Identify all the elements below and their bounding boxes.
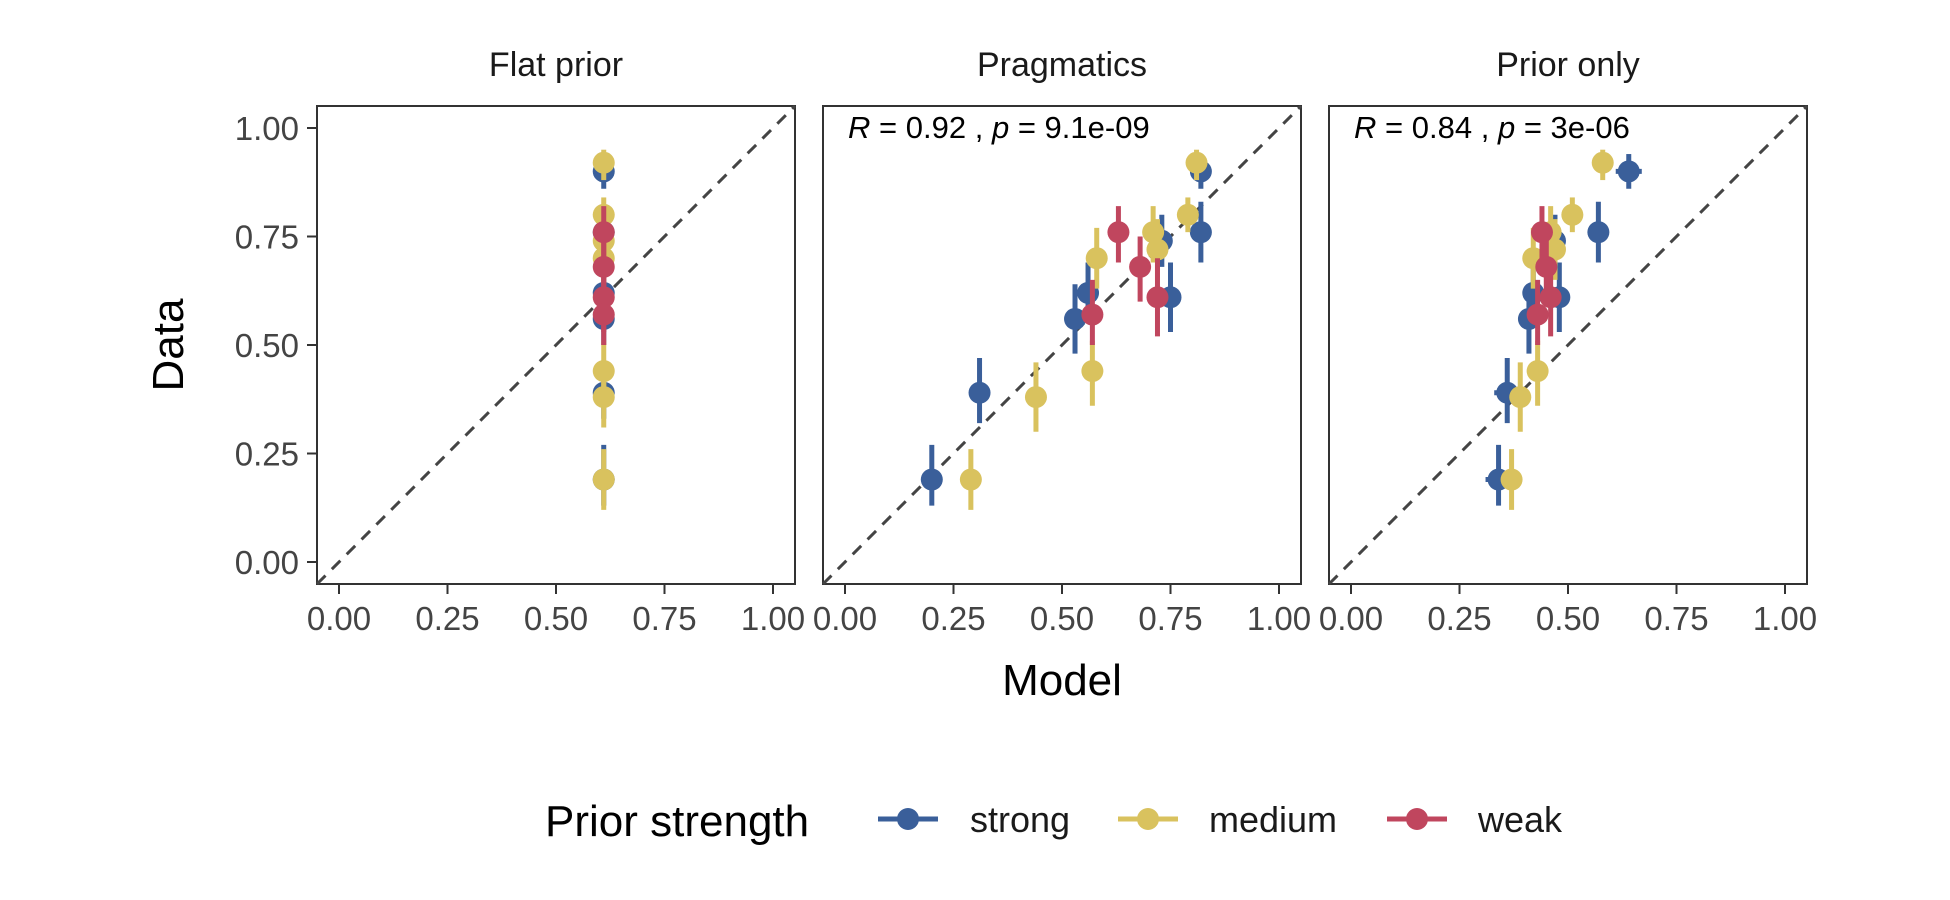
data-point-medium [1500,468,1523,491]
legend-key-point-medium [1137,808,1159,830]
r-value: 0.92 [906,110,966,145]
data-point-medium [1543,238,1566,261]
legend: Prior strength strong medium weak [545,797,1563,846]
x-tick-label-pragmatics: 1.00 [1247,600,1311,637]
x-tick-label-prior-only: 0.25 [1427,600,1491,637]
data-point-medium [959,468,982,491]
data-point-strong [1189,221,1212,244]
space [1489,110,1498,145]
x-tick-label-flat-prior: 0.00 [307,600,371,637]
legend-title: Prior strength [545,797,809,846]
data-point-weak [1081,303,1104,326]
data-point-weak [1535,255,1558,278]
y-tick-label: 0.25 [235,436,299,473]
x-tick-label-prior-only: 0.00 [1319,600,1383,637]
x-tick-label-flat-prior: 0.25 [415,600,479,637]
facet-title-prior-only: Prior only [1496,46,1640,84]
data-point-weak [592,221,615,244]
y-tick-label: 0.75 [235,219,299,256]
p-value: 3e-06 [1551,110,1630,145]
r-equals: = [870,110,905,145]
r-equals: = [1376,110,1411,145]
separator: , [1481,110,1490,145]
space [1472,110,1481,145]
legend-keys [878,808,1447,830]
x-tick-label-flat-prior: 0.75 [632,600,696,637]
legend-key-point-weak [1406,808,1428,830]
space [983,110,992,145]
x-tick-label-pragmatics: 0.50 [1030,600,1094,637]
x-tick-label-pragmatics: 0.25 [921,600,985,637]
x-tick-label-flat-prior: 1.00 [741,600,805,637]
x-tick-label-pragmatics: 0.75 [1138,600,1202,637]
axes: 0.00 0.25 0.50 0.75 1.00 0.00 0.25 0.50 0.75 1.00… [235,110,1817,637]
r-label: R [1354,110,1376,145]
data-point-medium [1185,151,1208,174]
data-point-weak [592,303,615,326]
legend-label-medium: medium [1209,799,1337,840]
data-point-strong [1064,307,1087,330]
data-point-weak [1129,255,1152,278]
identity-line-pragmatics [821,104,1303,586]
data-point-strong [1587,221,1610,244]
y-axis-title: Data [144,298,193,391]
data-point-strong [1617,160,1640,183]
data-marks [592,149,1642,510]
data-point-medium [1561,203,1584,226]
y-tick-label: 1.00 [235,110,299,147]
data-point-medium [1085,247,1108,270]
data-point-medium [1526,360,1549,383]
y-tick-label: 0.50 [235,327,299,364]
facet-title-flat-prior: Flat prior [489,46,623,84]
x-tick-label-prior-only: 0.50 [1536,600,1600,637]
x-tick-label-prior-only: 0.75 [1644,600,1708,637]
data-point-medium [592,468,615,491]
x-axis-title: Model [1002,656,1122,705]
p-equals: = [1009,110,1044,145]
x-tick-label-prior-only: 1.00 [1753,600,1817,637]
legend-key-point-strong [897,808,919,830]
data-point-medium [1081,360,1104,383]
identity-line-prior-only [1327,104,1809,586]
data-point-weak [1530,221,1553,244]
data-point-weak [1107,221,1130,244]
data-point-strong [920,468,943,491]
p-label: p [991,110,1009,145]
data-point-medium [592,151,615,174]
y-tick-label: 0.00 [235,544,299,581]
data-point-medium [592,386,615,409]
data-point-strong [968,381,991,404]
p-equals: = [1515,110,1550,145]
legend-label-weak: weak [1477,799,1563,840]
legend-label-strong: strong [970,799,1070,840]
r-label: R [848,110,870,145]
data-point-weak [1146,286,1169,309]
correlation-annotation-pragmatics: R = 0.92 , p = 9.1e-09 [848,110,1150,145]
space [966,110,975,145]
p-value: 9.1e-09 [1045,110,1150,145]
facet-title-pragmatics: Pragmatics [977,46,1147,84]
data-point-medium [1591,151,1614,174]
data-point-medium [1024,386,1047,409]
x-tick-label-flat-prior: 0.50 [524,600,588,637]
separator: , [975,110,984,145]
data-point-medium [1176,203,1199,226]
data-point-medium [1146,238,1169,261]
data-point-weak [1526,303,1549,326]
x-tick-label-pragmatics: 0.00 [813,600,877,637]
identity-line-flat-prior [315,104,797,586]
data-point-weak [1539,286,1562,309]
reference-lines [315,104,1809,586]
r-value: 0.84 [1412,110,1472,145]
correlation-annotation-prior-only: R = 0.84 , p = 3e-06 [1354,110,1630,145]
data-point-medium [1509,386,1532,409]
p-label: p [1497,110,1515,145]
